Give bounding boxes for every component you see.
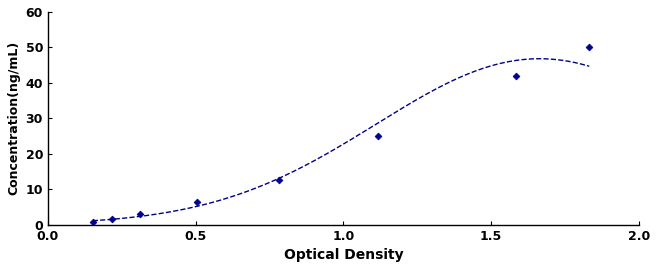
X-axis label: Optical Density: Optical Density bbox=[284, 248, 403, 262]
Y-axis label: Concentration(ng/mL): Concentration(ng/mL) bbox=[7, 41, 20, 195]
